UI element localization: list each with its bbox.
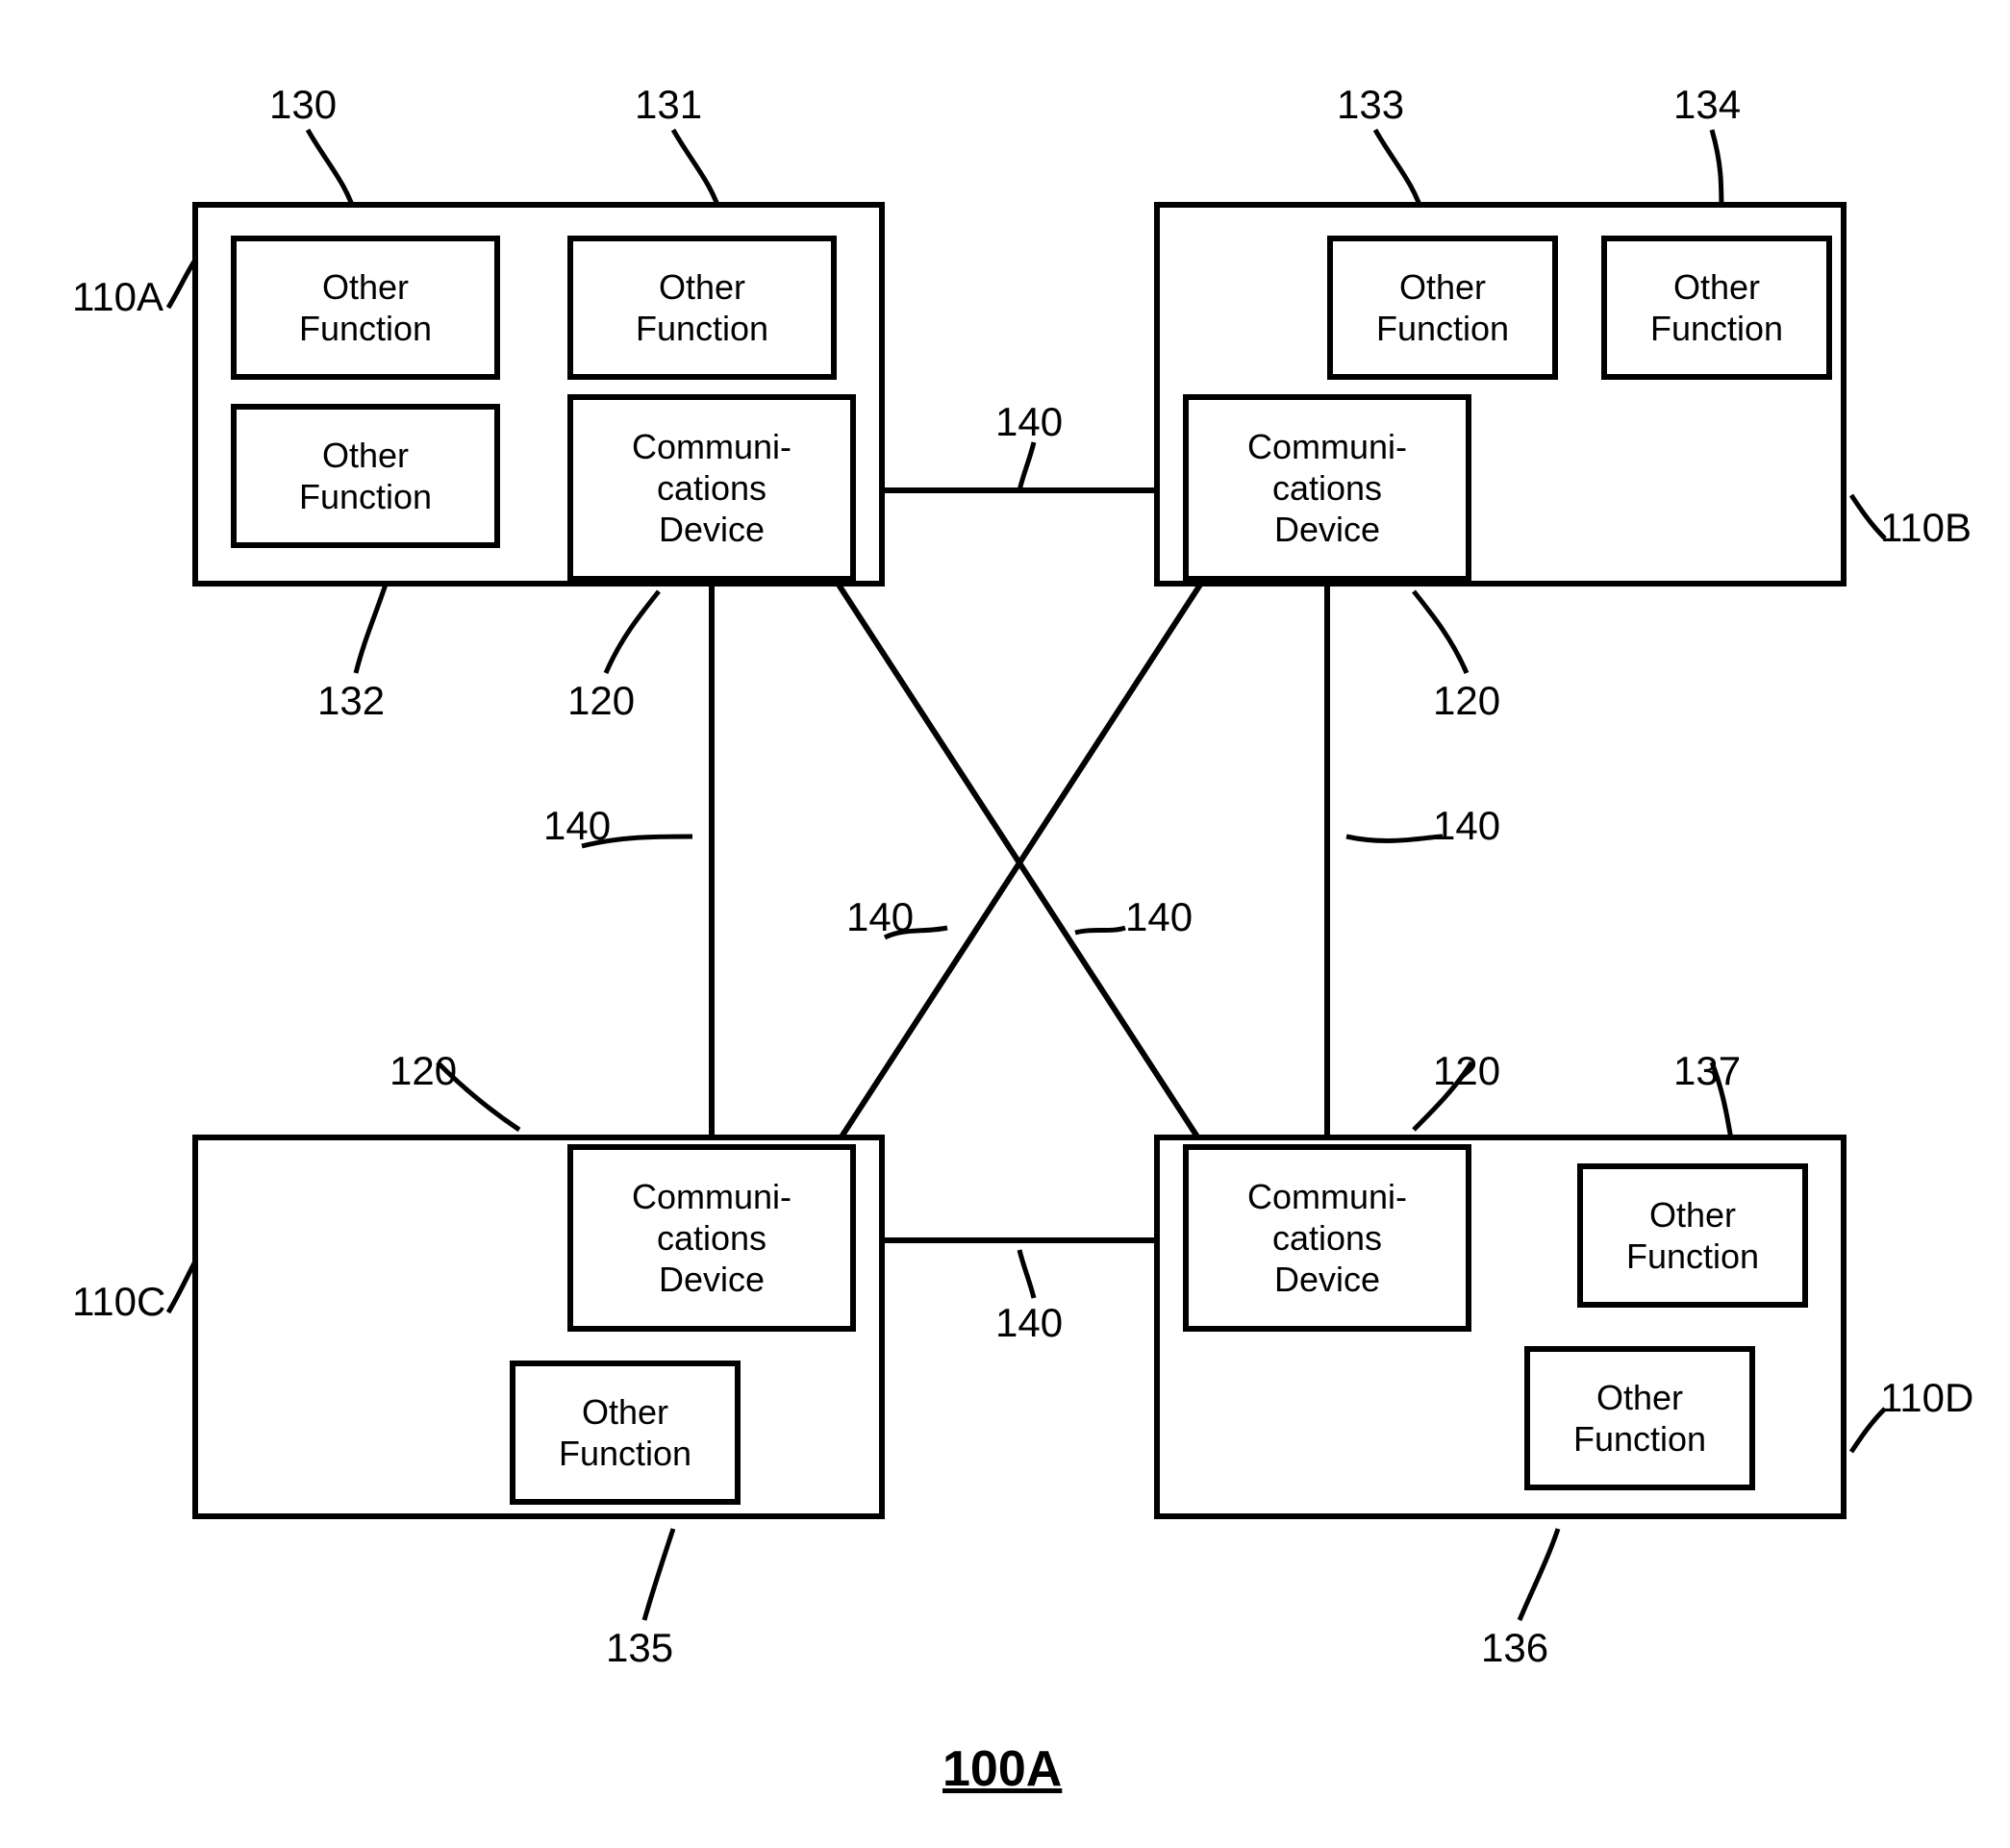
ref-137: 137 <box>1673 1048 1741 1094</box>
box-a-comm: Communi-cationsDevice <box>567 394 856 582</box>
ref-110c: 110C <box>72 1279 165 1325</box>
ref-135: 135 <box>606 1625 673 1671</box>
box-a-other3: OtherFunction <box>231 404 500 548</box>
figure-label: 100A <box>942 1740 1062 1798</box>
box-label: Communi-cationsDevice <box>1247 426 1407 551</box>
box-c-other: OtherFunction <box>510 1361 741 1505</box>
box-b-other1: OtherFunction <box>1327 236 1558 380</box>
ref-140-top: 140 <box>995 399 1063 445</box>
ref-110b: 110B <box>1880 505 1972 551</box>
box-label: OtherFunction <box>1573 1377 1706 1460</box>
box-label: OtherFunction <box>299 435 432 517</box>
ref-136: 136 <box>1481 1625 1548 1671</box>
ref-131: 131 <box>635 82 702 128</box>
box-a-other1: OtherFunction <box>231 236 500 380</box>
box-label: Communi-cationsDevice <box>1247 1176 1407 1301</box>
edge-b-c <box>837 582 1202 1144</box>
box-label: OtherFunction <box>1376 266 1509 349</box>
ref-110d: 110D <box>1880 1375 1973 1421</box>
box-label: OtherFunction <box>559 1391 691 1474</box>
box-label: OtherFunction <box>636 266 768 349</box>
diagram-container: OtherFunction OtherFunction OtherFunctio… <box>0 0 2010 1848</box>
box-d-comm: Communi-cationsDevice <box>1183 1144 1471 1332</box>
ref-130: 130 <box>269 82 337 128</box>
ref-120a: 120 <box>567 678 635 724</box>
ref-140-mid1: 140 <box>846 894 914 940</box>
box-a-other2: OtherFunction <box>567 236 837 380</box>
box-label: Communi-cationsDevice <box>632 426 791 551</box>
ref-120b: 120 <box>1433 678 1500 724</box>
box-label: OtherFunction <box>1650 266 1783 349</box>
ref-132: 132 <box>317 678 385 724</box>
ref-140-mid2: 140 <box>1125 894 1193 940</box>
ref-120d: 120 <box>1433 1048 1500 1094</box>
ref-120c: 120 <box>389 1048 457 1094</box>
edge-a-d <box>837 582 1202 1144</box>
box-label: Communi-cationsDevice <box>632 1176 791 1301</box>
ref-140-bot: 140 <box>995 1300 1063 1346</box>
ref-140-left: 140 <box>543 803 611 849</box>
box-b-comm: Communi-cationsDevice <box>1183 394 1471 582</box>
ref-140-right: 140 <box>1433 803 1500 849</box>
ref-134: 134 <box>1673 82 1741 128</box>
ref-133: 133 <box>1337 82 1404 128</box>
box-b-other2: OtherFunction <box>1601 236 1832 380</box>
box-label: OtherFunction <box>1626 1194 1759 1277</box>
box-c-comm: Communi-cationsDevice <box>567 1144 856 1332</box>
box-label: OtherFunction <box>299 266 432 349</box>
ref-110a: 110A <box>72 274 163 320</box>
box-d-other1: OtherFunction <box>1577 1163 1808 1308</box>
box-d-other2: OtherFunction <box>1524 1346 1755 1490</box>
